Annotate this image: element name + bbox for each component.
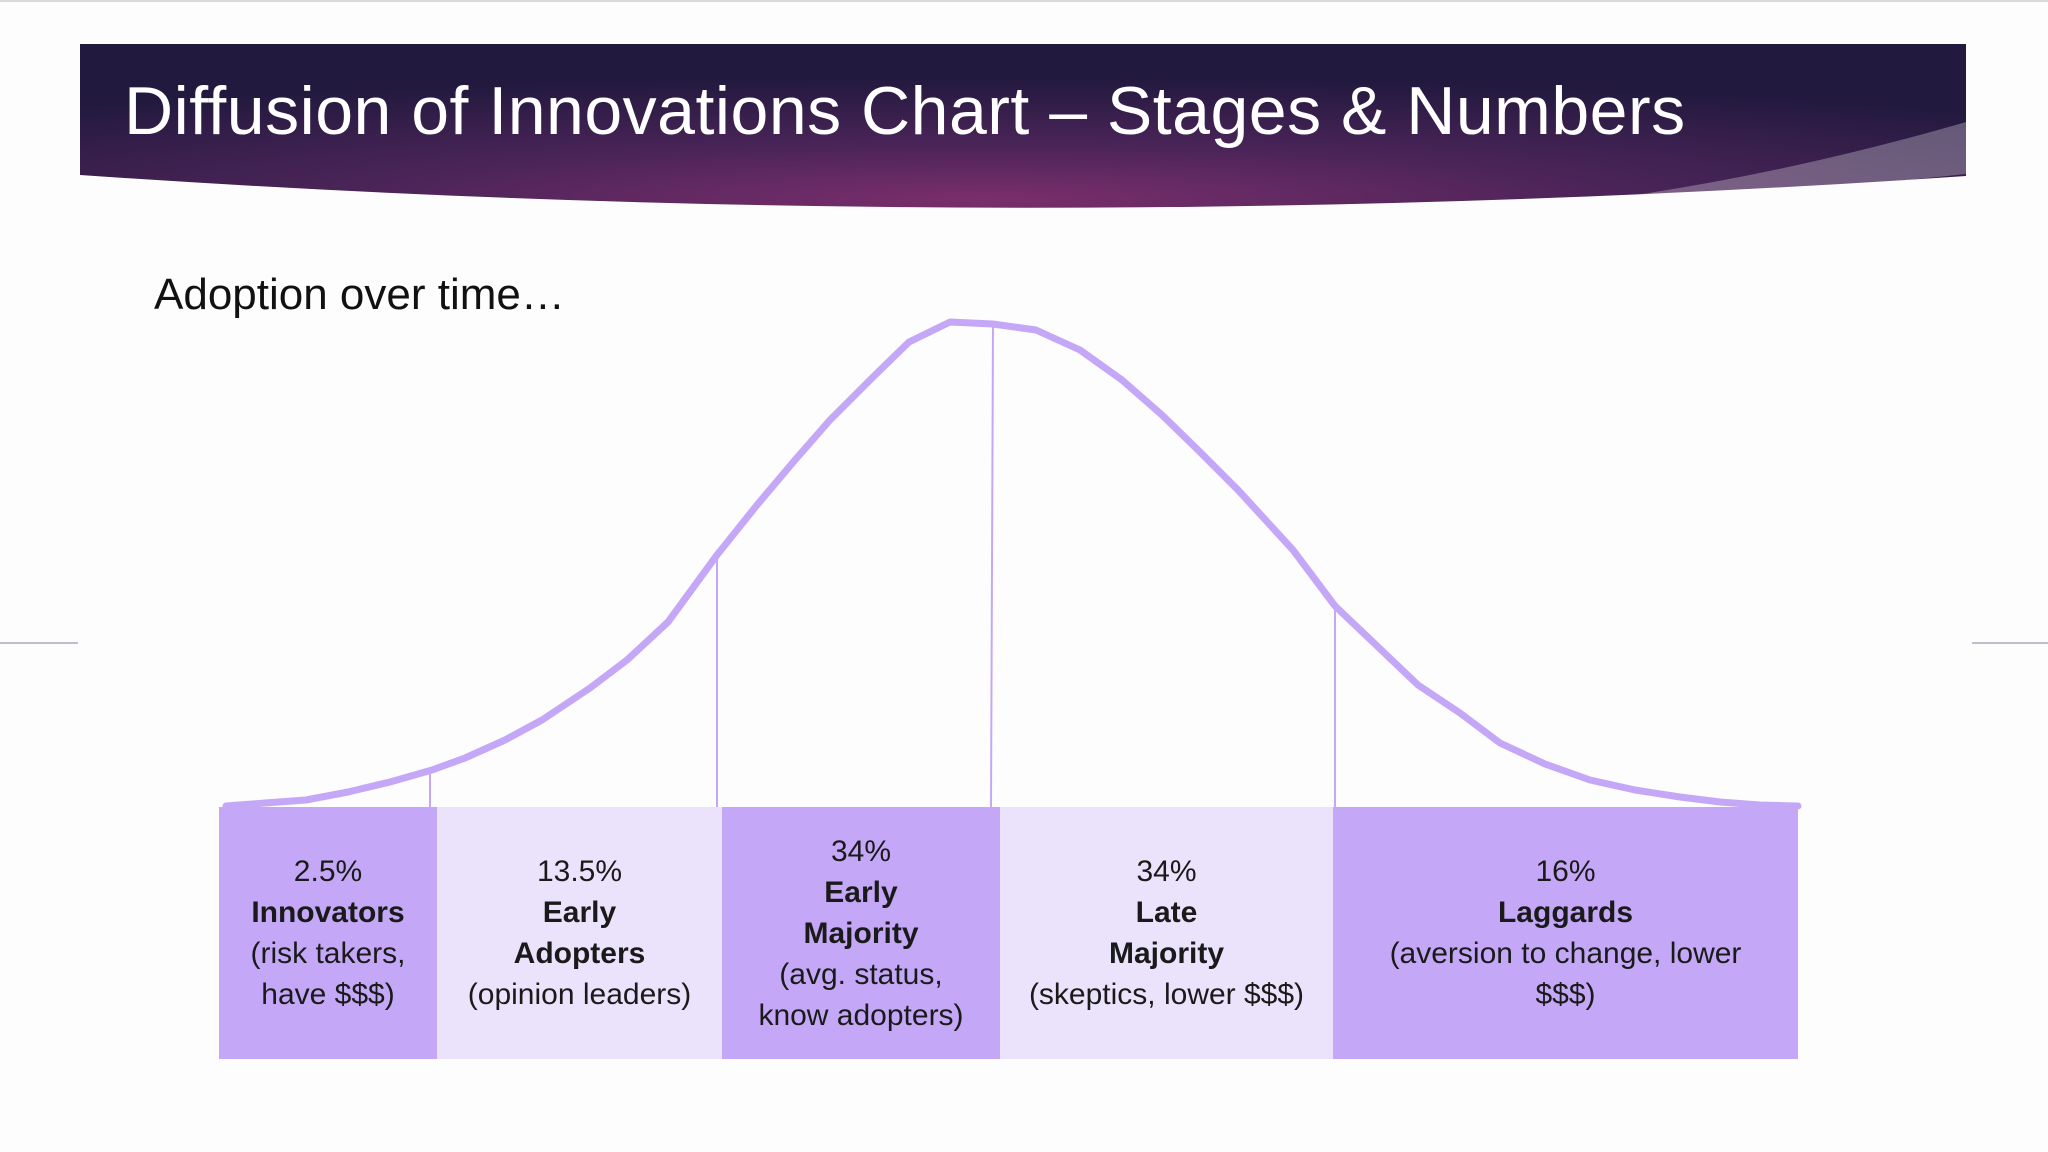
segment-percent: 34% (830, 834, 892, 868)
segment-percent: 34% (1136, 855, 1197, 888)
segment-percent: 16% (1535, 855, 1596, 888)
divider-line-3 (990, 323, 994, 808)
segment-name: Late Majority (1108, 896, 1225, 970)
segment-description: (skeptics, lower $$$) (1028, 978, 1305, 1011)
segment-late-majority: 34% Late Majority (skeptics, lower $$$) (1000, 807, 1333, 1059)
segment-early-adopters: 13.5% Early Adopters (opinion leaders) (437, 807, 722, 1059)
segment-name: Early Majority (803, 875, 919, 950)
title-banner: Diffusion of Innovations Chart – Stages … (80, 44, 1966, 220)
segment-description: (risk takers, have $$$) (250, 937, 406, 1011)
segment-early-majority: 34% Early Majority (avg. status, know ad… (722, 807, 1000, 1059)
segment-description: (avg. status, know adopters) (758, 957, 964, 1032)
segment-name: Innovators (251, 896, 405, 929)
adopter-segments: 2.5% Innovators (risk takers, have $$$) … (219, 807, 1798, 1059)
top-rule (0, 0, 2048, 2)
segment-laggards: 16% Laggards (aversion to change, lower … (1333, 807, 1798, 1059)
right-guide-tick (1972, 642, 2048, 644)
left-guide-tick (0, 642, 78, 644)
subtitle: Adoption over time… (154, 270, 565, 319)
segment-name: Laggards (1497, 896, 1634, 929)
segment-description: (aversion to change, lower $$$) (1389, 937, 1742, 1011)
slide-title: Diffusion of Innovations Chart – Stages … (124, 73, 1686, 149)
segment-name: Early Adopters (513, 896, 646, 970)
segment-description: (opinion leaders) (467, 978, 692, 1011)
bell-curve (222, 318, 1802, 810)
segment-percent: 2.5% (293, 855, 363, 888)
banner-background (80, 44, 1966, 208)
segment-percent: 13.5% (536, 855, 623, 888)
segment-innovators: 2.5% Innovators (risk takers, have $$$) (219, 807, 437, 1059)
